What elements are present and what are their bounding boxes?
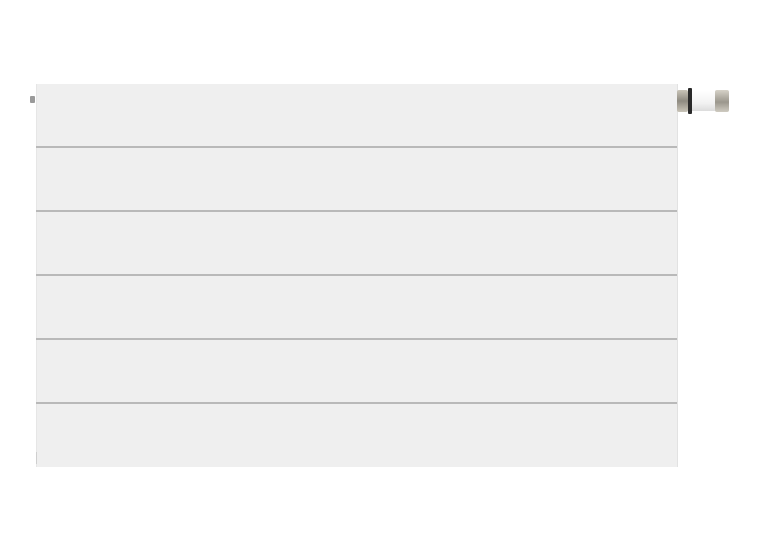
panel-groove <box>36 146 677 148</box>
panel-groove <box>36 210 677 212</box>
panel-groove <box>36 338 677 340</box>
radiator-front-panel <box>36 84 678 467</box>
thermostatic-valve <box>677 88 729 116</box>
bleed-vent <box>30 96 35 103</box>
valve-body <box>692 91 720 111</box>
valve-nut <box>677 90 688 112</box>
panel-groove <box>36 402 677 404</box>
panel-groove <box>36 274 677 276</box>
valve-cap <box>715 90 729 112</box>
panel-edge <box>36 452 37 464</box>
valve-ring <box>688 88 692 114</box>
